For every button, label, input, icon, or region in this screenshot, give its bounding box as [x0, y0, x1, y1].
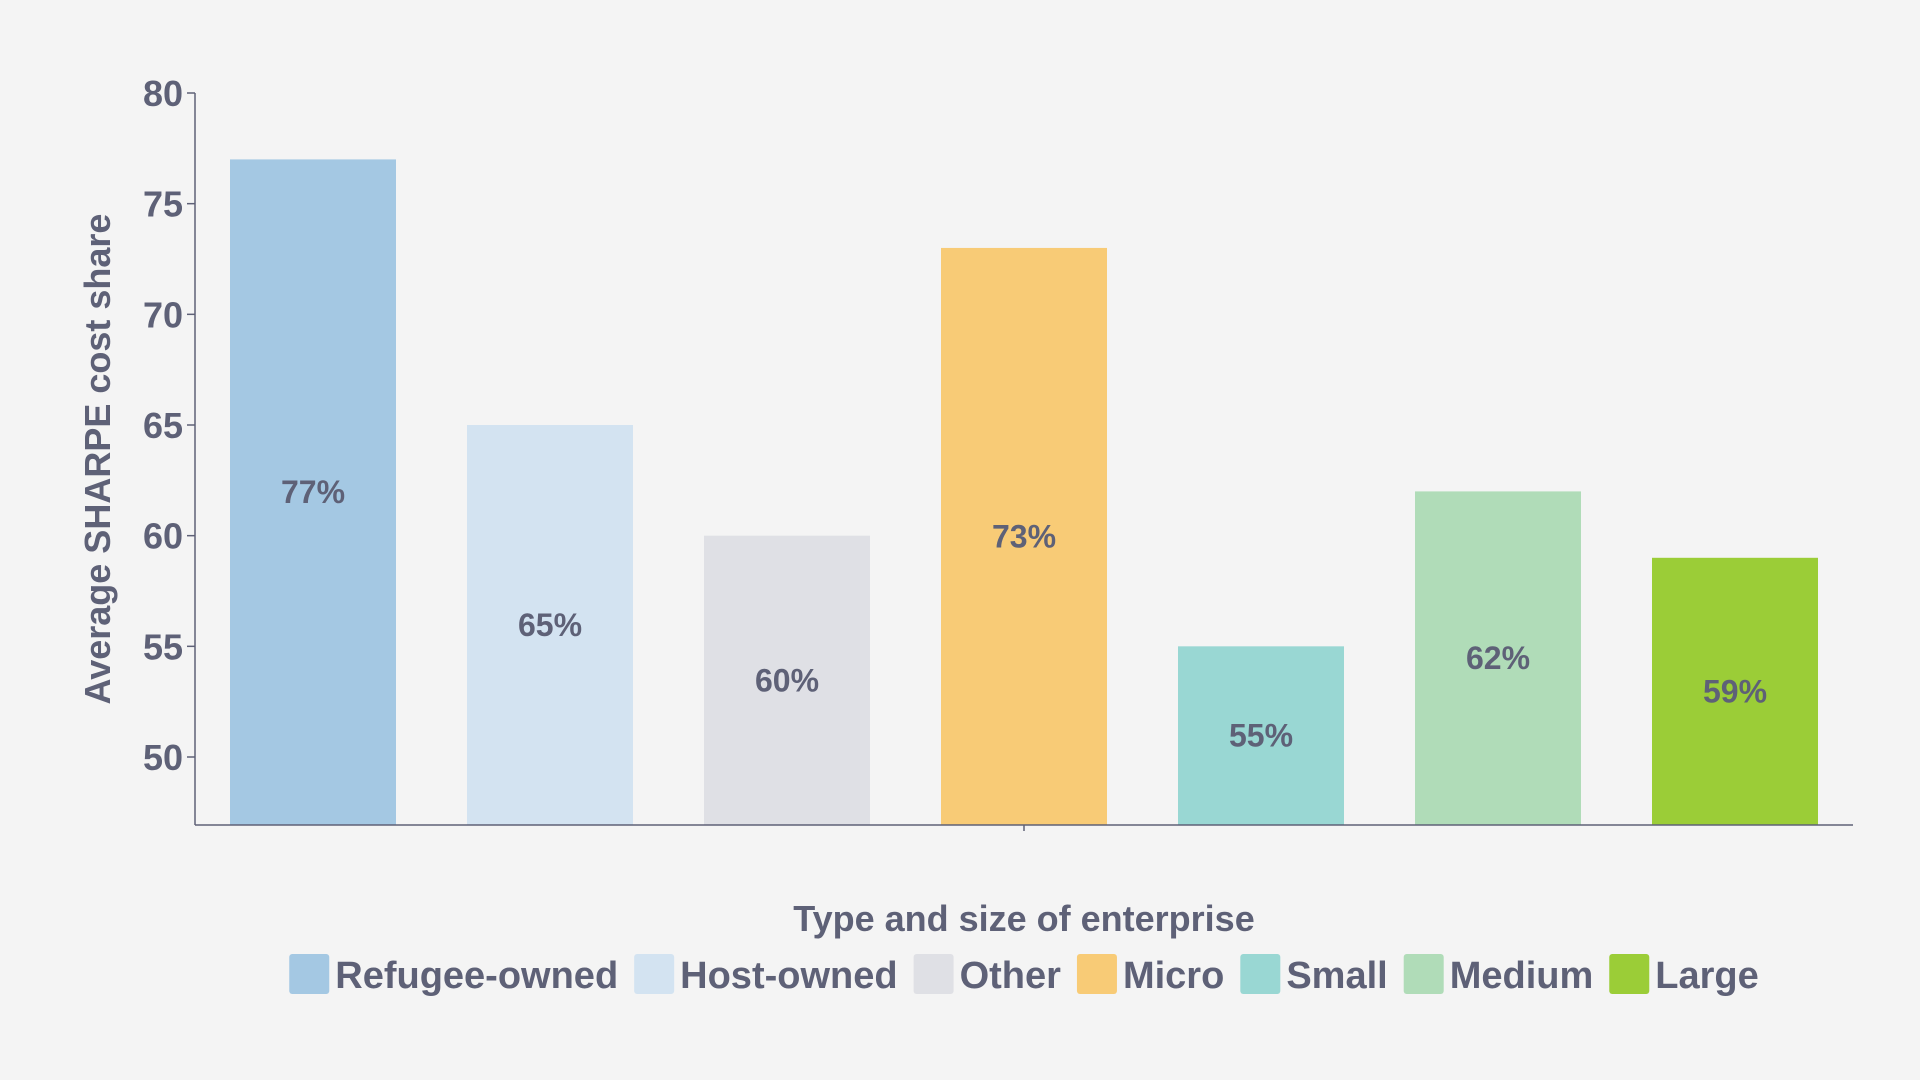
- legend-label: Micro: [1123, 955, 1224, 997]
- bar-host-owned: [467, 425, 633, 825]
- y-axis-title: Average SHARPE cost share: [77, 214, 118, 705]
- legend-swatch: [1403, 954, 1444, 994]
- y-tick-label: 60: [143, 516, 183, 557]
- data-labels-group: 77% 65% 60% 73% 55% 62% 59%: [281, 474, 1767, 753]
- data-label: 60%: [755, 662, 819, 698]
- y-tick-label: 70: [143, 294, 183, 335]
- bar-medium: [1415, 491, 1581, 825]
- legend-label: Large: [1655, 955, 1758, 997]
- x-axis-title: Type and size of enterprise: [793, 898, 1254, 939]
- y-tick-label: 75: [143, 184, 183, 225]
- legend-label: Host-owned: [680, 955, 897, 997]
- data-label: 73%: [992, 518, 1056, 554]
- legend-swatch: [1609, 954, 1650, 994]
- legend-label: Small: [1286, 955, 1387, 997]
- legend-label: Other: [960, 955, 1062, 997]
- legend-swatch: [1076, 954, 1117, 994]
- legend: Refugee-owned Host-owned Other Micro Small Me…: [289, 954, 1759, 997]
- y-axis-ticks: 50 55 60 65 70 75 80: [143, 73, 195, 778]
- data-label: 59%: [1703, 673, 1767, 709]
- legend-swatch: [634, 954, 675, 994]
- legend-swatch: [289, 954, 330, 994]
- data-label: 62%: [1466, 640, 1530, 676]
- legend-label: Medium: [1450, 955, 1594, 997]
- bar-large: [1652, 557, 1818, 825]
- legend-swatch: [1240, 954, 1281, 994]
- bar-small: [1178, 646, 1344, 825]
- legend-label: Refugee-owned: [335, 955, 618, 997]
- data-label: 65%: [518, 607, 582, 643]
- y-tick-label: 65: [143, 405, 183, 446]
- bars-group: [230, 159, 1818, 825]
- bar-other: [704, 535, 870, 825]
- y-tick-label: 80: [143, 73, 183, 114]
- bar-micro: [941, 247, 1107, 825]
- bar-refugee-owned: [230, 159, 396, 825]
- data-label: 77%: [281, 474, 345, 510]
- legend-swatch: [913, 954, 954, 994]
- y-tick-label: 50: [143, 737, 183, 778]
- data-label: 55%: [1229, 718, 1293, 754]
- y-tick-label: 55: [143, 626, 183, 667]
